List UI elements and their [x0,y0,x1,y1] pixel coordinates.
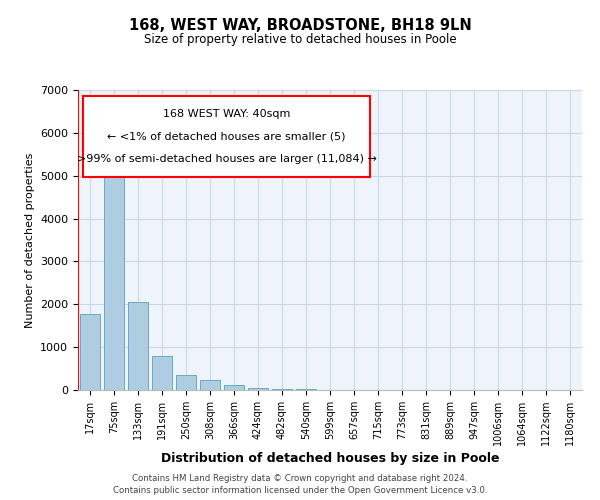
Bar [80,314,100,390]
Bar [200,380,220,390]
Text: 168, WEST WAY, BROADSTONE, BH18 9LN: 168, WEST WAY, BROADSTONE, BH18 9LN [128,18,472,32]
Bar [128,302,148,390]
Bar [272,388,292,390]
X-axis label: Distribution of detached houses by size in Poole: Distribution of detached houses by size … [161,452,499,465]
Y-axis label: Number of detached properties: Number of detached properties [25,152,35,328]
Text: >99% of semi-detached houses are larger (11,084) →: >99% of semi-detached houses are larger … [77,154,377,164]
Bar [224,386,244,390]
Text: Contains public sector information licensed under the Open Government Licence v3: Contains public sector information licen… [113,486,487,495]
Text: Size of property relative to detached houses in Poole: Size of property relative to detached ho… [143,32,457,46]
Text: ← <1% of detached houses are smaller (5): ← <1% of detached houses are smaller (5) [107,132,346,141]
Bar [152,356,172,390]
Text: 168 WEST WAY: 40sqm: 168 WEST WAY: 40sqm [163,109,290,119]
Bar [176,374,196,390]
FancyBboxPatch shape [83,96,370,177]
Bar [248,388,268,390]
Bar [104,144,124,390]
Text: Contains HM Land Registry data © Crown copyright and database right 2024.: Contains HM Land Registry data © Crown c… [132,474,468,483]
